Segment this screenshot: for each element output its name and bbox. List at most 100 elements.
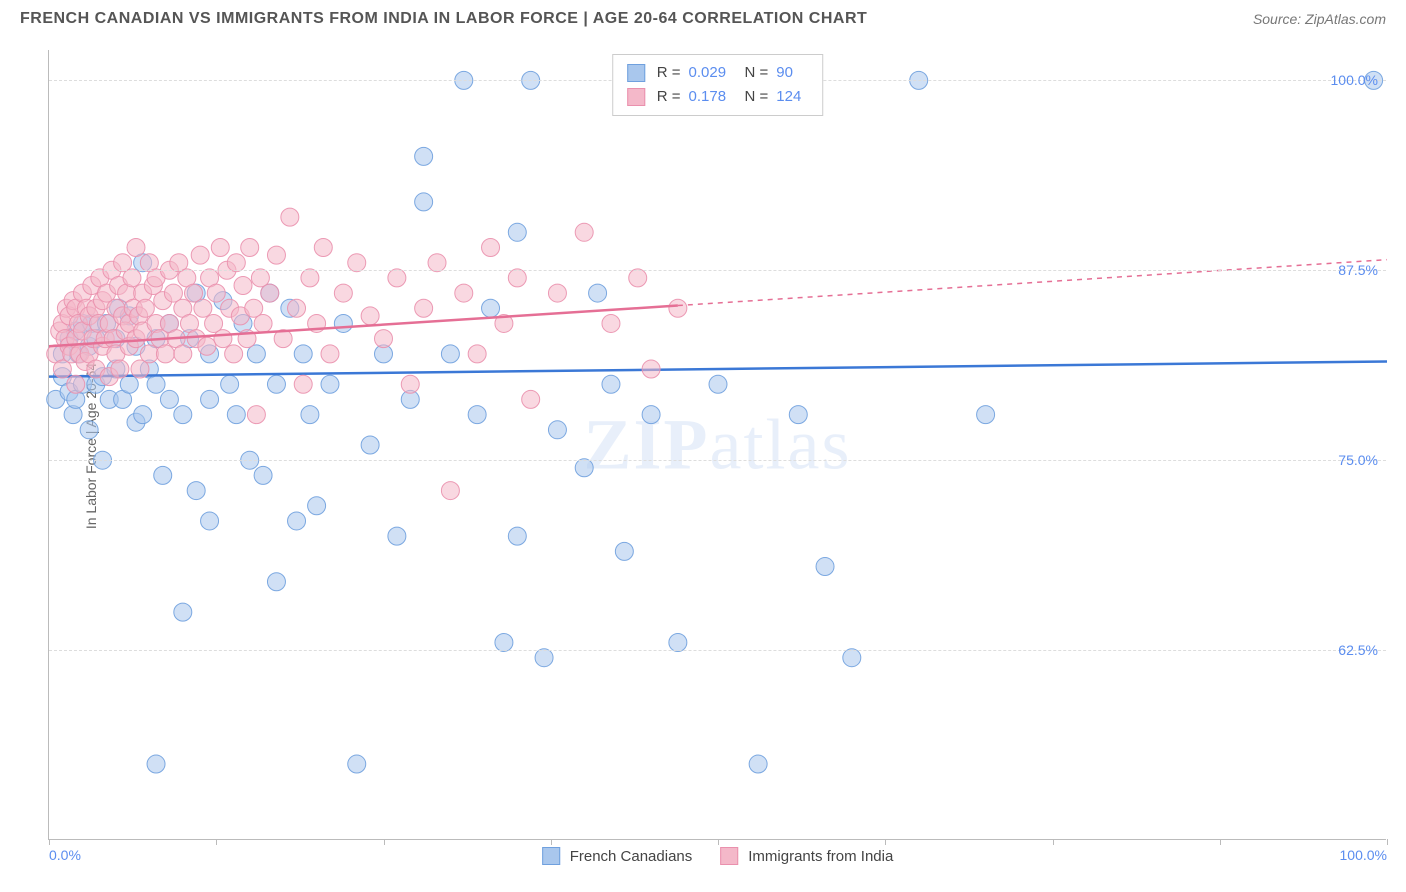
data-point [361,307,379,325]
data-point [134,406,152,424]
xtick [885,839,886,845]
stat-n-label: N = [745,85,769,109]
stat-r-label: R = [657,85,681,109]
stat-n-label: N = [745,61,769,85]
data-point [535,649,553,667]
data-point [267,573,285,591]
data-point [482,239,500,257]
xtick [49,839,50,845]
data-point [642,406,660,424]
data-point [843,649,861,667]
data-point [749,755,767,773]
data-point [415,147,433,165]
stat-r-label: R = [657,61,681,85]
data-point [321,375,339,393]
data-point [214,330,232,348]
data-point [281,208,299,226]
xtick [1387,839,1388,845]
data-point [589,284,607,302]
legend-swatch [627,88,645,106]
data-point [267,246,285,264]
stat-r-value: 0.029 [689,61,737,85]
data-point [288,299,306,317]
legend-label: French Canadians [570,848,693,865]
data-point [669,299,687,317]
ytick-label: 87.5% [1338,262,1378,278]
data-point [261,284,279,302]
xtick [384,839,385,845]
stat-n-value: 90 [776,61,808,85]
data-point [348,755,366,773]
data-point [234,276,252,294]
data-point [174,345,192,363]
data-point [187,482,205,500]
data-point [294,375,312,393]
xtick [551,839,552,845]
data-point [602,375,620,393]
data-point [140,345,158,363]
data-point [254,314,272,332]
xtick [1220,839,1221,845]
xtick-label: 100.0% [1340,847,1387,863]
data-point [415,299,433,317]
data-point [455,284,473,302]
data-point [388,527,406,545]
data-point [267,375,285,393]
data-point [225,345,243,363]
stat-r-value: 0.178 [689,85,737,109]
data-point [123,269,141,287]
data-point [522,390,540,408]
data-point [348,254,366,272]
stats-row: R = 0.178N = 124 [627,85,809,109]
bottom-legend: French Canadians Immigrants from India [542,847,894,865]
data-point [669,634,687,652]
xtick [216,839,217,845]
ytick-label: 75.0% [1338,452,1378,468]
trend-line [49,361,1387,376]
data-point [174,603,192,621]
data-point [80,421,98,439]
data-point [629,269,647,287]
data-point [468,406,486,424]
legend-item: Immigrants from India [720,847,893,865]
legend-swatch [720,847,738,865]
data-point [201,512,219,530]
chart-plot-area: ZIPatlas R = 0.029N = 90R = 0.178N = 124… [48,50,1386,840]
data-point [789,406,807,424]
data-point [174,406,192,424]
data-point [314,239,332,257]
data-point [111,360,129,378]
data-point [294,345,312,363]
legend-label: Immigrants from India [748,848,893,865]
gridline [49,460,1386,461]
stats-row: R = 0.029 N = 90 [627,61,809,85]
data-point [334,314,352,332]
gridline [49,650,1386,651]
data-point [602,314,620,332]
data-point [194,299,212,317]
data-point [709,375,727,393]
data-point [227,406,245,424]
data-point [156,345,174,363]
data-point [254,466,272,484]
data-point [154,466,172,484]
data-point [977,406,995,424]
scatter-svg [49,50,1386,839]
data-point [428,254,446,272]
data-point [816,558,834,576]
xtick [718,839,719,845]
data-point [160,390,178,408]
data-point [127,239,145,257]
data-point [221,375,239,393]
data-point [508,527,526,545]
data-point [575,459,593,477]
data-point [241,239,259,257]
data-point [334,284,352,302]
data-point [401,375,419,393]
source-label: Source: ZipAtlas.com [1253,11,1386,27]
xtick-label: 0.0% [49,847,81,863]
data-point [207,284,225,302]
data-point [415,193,433,211]
data-point [147,375,165,393]
data-point [375,330,393,348]
